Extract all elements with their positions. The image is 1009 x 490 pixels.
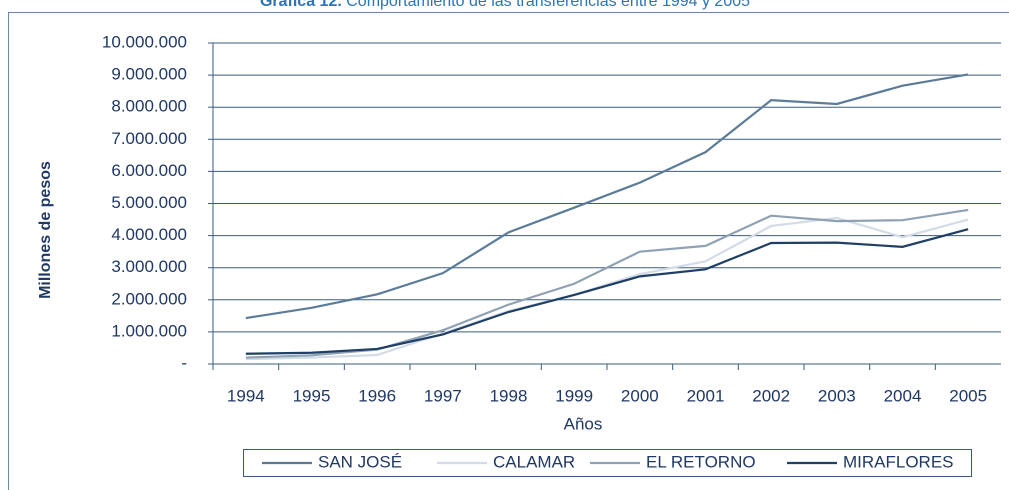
legend-label: MIRAFLORES bbox=[843, 452, 954, 471]
y-tick-label: 5.000.000 bbox=[111, 193, 187, 212]
x-tick-label: 1995 bbox=[293, 386, 331, 405]
series-line bbox=[245, 73, 969, 320]
x-tick-label: 2000 bbox=[621, 386, 659, 405]
series-line bbox=[245, 228, 969, 355]
y-axis-title: Millones de pesos bbox=[37, 161, 54, 299]
y-tick-label: - bbox=[181, 353, 187, 372]
x-tick-label: 1994 bbox=[227, 386, 265, 405]
legend-label: CALAMAR bbox=[493, 452, 575, 471]
y-tick-label: 9.000.000 bbox=[111, 65, 187, 84]
x-tick-label: 2004 bbox=[884, 386, 922, 405]
x-tick-label: 1996 bbox=[358, 386, 396, 405]
x-tick-label: 1999 bbox=[555, 386, 593, 405]
y-tick-label: 4.000.000 bbox=[111, 225, 187, 244]
x-tick-label: 2003 bbox=[818, 386, 856, 405]
y-tick-label: 3.000.000 bbox=[111, 257, 187, 276]
y-tick-label: 1.000.000 bbox=[111, 321, 187, 340]
y-tick-label: 2.000.000 bbox=[111, 289, 187, 308]
y-tick-label: 6.000.000 bbox=[111, 161, 187, 180]
frame bbox=[8, 12, 1009, 490]
y-tick-label: 10.000.000 bbox=[102, 32, 187, 51]
y-tick-label: 7.000.000 bbox=[111, 129, 187, 148]
chart-title: Gráfica 12. Comportamiento de las transf… bbox=[260, 0, 750, 10]
x-tick-label: 2005 bbox=[949, 386, 987, 405]
legend-label: SAN JOSÉ bbox=[318, 452, 402, 471]
x-tick-label: 2001 bbox=[687, 386, 725, 405]
x-axis-title: Años bbox=[564, 414, 603, 433]
x-tick-label: 1997 bbox=[424, 386, 462, 405]
y-tick-label: 8.000.000 bbox=[111, 97, 187, 116]
x-tick-label: 1998 bbox=[490, 386, 528, 405]
legend-label: EL RETORNO bbox=[646, 452, 756, 471]
title-label: Gráfica 12. bbox=[260, 0, 342, 10]
x-tick-label: 2002 bbox=[752, 386, 790, 405]
series-line bbox=[245, 216, 969, 361]
title-text: Comportamiento de las transferencias ent… bbox=[346, 0, 750, 10]
